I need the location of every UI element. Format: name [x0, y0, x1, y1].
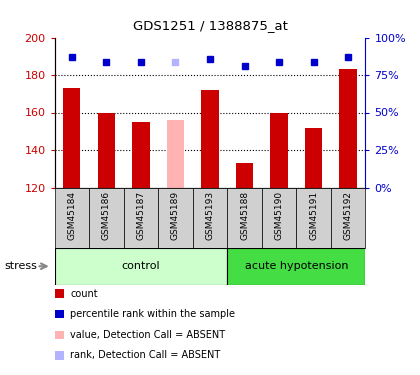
- Text: stress: stress: [4, 261, 37, 271]
- Bar: [227, 248, 365, 285]
- Bar: [98, 112, 115, 188]
- Bar: [201, 90, 219, 188]
- Bar: [123, 188, 158, 248]
- Text: GSM45187: GSM45187: [136, 190, 145, 240]
- Text: GSM45193: GSM45193: [205, 190, 215, 240]
- Text: GSM45186: GSM45186: [102, 190, 111, 240]
- Bar: [236, 163, 253, 188]
- Bar: [55, 248, 227, 285]
- Bar: [89, 188, 123, 248]
- Text: GSM45191: GSM45191: [309, 190, 318, 240]
- Bar: [63, 88, 81, 188]
- Bar: [339, 69, 357, 188]
- Bar: [227, 188, 262, 248]
- Text: percentile rank within the sample: percentile rank within the sample: [70, 309, 235, 319]
- Text: GSM45190: GSM45190: [275, 190, 284, 240]
- Bar: [193, 188, 227, 248]
- Bar: [55, 188, 89, 248]
- Text: GSM45192: GSM45192: [344, 190, 353, 240]
- Text: acute hypotension: acute hypotension: [244, 261, 348, 271]
- Bar: [270, 112, 288, 188]
- Bar: [158, 188, 193, 248]
- Bar: [297, 188, 331, 248]
- Text: GSM45184: GSM45184: [67, 190, 76, 240]
- Bar: [331, 188, 365, 248]
- Bar: [262, 188, 297, 248]
- Text: rank, Detection Call = ABSENT: rank, Detection Call = ABSENT: [70, 350, 220, 360]
- Bar: [167, 120, 184, 188]
- Text: control: control: [122, 261, 160, 271]
- Bar: [132, 122, 150, 188]
- Bar: [305, 128, 322, 188]
- Text: GDS1251 / 1388875_at: GDS1251 / 1388875_at: [133, 19, 287, 32]
- Text: GSM45189: GSM45189: [171, 190, 180, 240]
- Text: value, Detection Call = ABSENT: value, Detection Call = ABSENT: [70, 330, 225, 340]
- Text: count: count: [70, 288, 98, 298]
- Text: GSM45188: GSM45188: [240, 190, 249, 240]
